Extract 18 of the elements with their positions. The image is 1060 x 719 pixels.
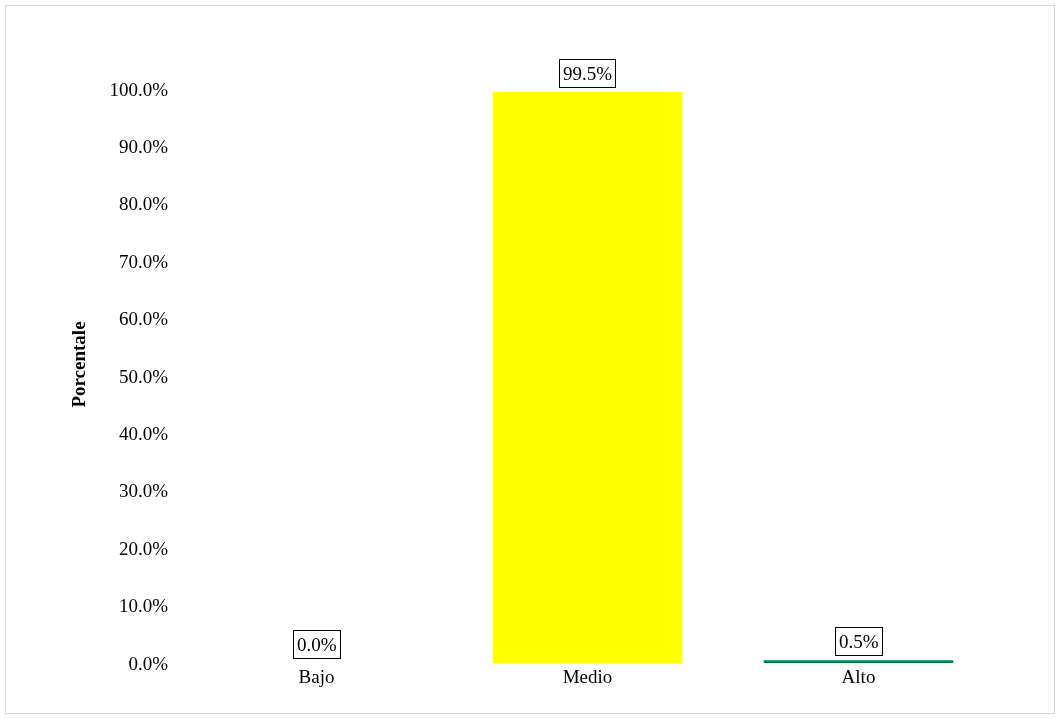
y-tick-label: 70.0%	[118, 250, 169, 272]
x-tick-label: Medio	[562, 666, 613, 687]
y-tick-label: 0.0%	[128, 652, 169, 674]
data-label: 0.0%	[297, 634, 337, 655]
x-tick-label: Bajo	[298, 666, 335, 687]
x-tick-label: Alto	[841, 666, 876, 687]
y-tick-label: 30.0%	[118, 480, 169, 502]
data-label: 0.5%	[839, 631, 879, 652]
y-tick-label: 50.0%	[118, 365, 169, 387]
y-tick-label: 80.0%	[118, 193, 169, 215]
y-tick-label: 60.0%	[118, 308, 169, 330]
y-tick-label: 20.0%	[118, 537, 169, 559]
y-axis-title: Porcentale	[68, 321, 90, 408]
data-label: 99.5%	[563, 63, 613, 84]
y-tick-label: 100.0%	[109, 78, 169, 100]
y-tick-label: 40.0%	[118, 423, 169, 445]
y-tick-label: 90.0%	[118, 136, 169, 158]
y-tick-label: 10.0%	[118, 595, 169, 617]
